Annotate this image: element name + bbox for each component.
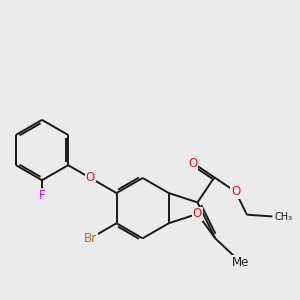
Text: Br: Br (84, 232, 97, 245)
Text: O: O (188, 157, 198, 169)
Text: O: O (193, 207, 202, 220)
Text: F: F (39, 189, 45, 202)
Text: CH₃: CH₃ (274, 212, 292, 222)
Text: Me: Me (232, 256, 249, 269)
Text: O: O (231, 185, 240, 198)
Text: O: O (86, 172, 95, 184)
